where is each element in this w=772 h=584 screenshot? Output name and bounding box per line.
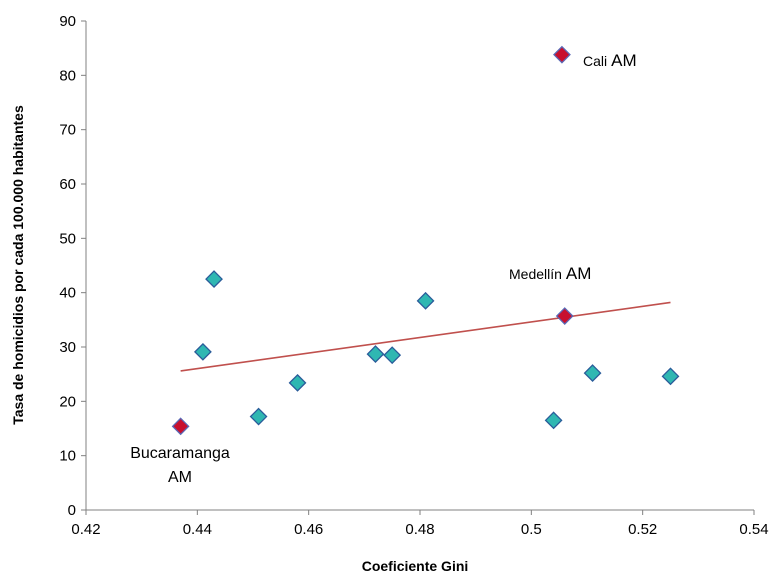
annotation-medellin-name: Medellín bbox=[509, 266, 562, 282]
annotation-cali: Cali AM bbox=[583, 51, 637, 70]
data-point-highlight bbox=[171, 417, 190, 436]
x-tick-label: 0.42 bbox=[71, 521, 100, 538]
points-layer bbox=[171, 45, 680, 436]
y-tick-label: 30 bbox=[59, 339, 76, 356]
x-axis-title: Coeficiente Gini bbox=[362, 558, 469, 574]
axes: 0 10 20 30 40 50 60 70 80 90 0.42 0.44 0.46 0.48 0.5 0.… bbox=[59, 13, 768, 538]
x-tick-label: 0.48 bbox=[405, 521, 434, 538]
data-point bbox=[661, 367, 680, 386]
annotation-bucaramanga-line2: AM bbox=[168, 469, 192, 486]
data-point bbox=[416, 291, 435, 310]
trendline bbox=[180, 301, 671, 372]
data-point-highlight bbox=[553, 45, 571, 64]
annotation-cali-name: Cali bbox=[583, 53, 607, 69]
trendline-layer bbox=[180, 301, 671, 372]
annotation-medellin: Medellín AM bbox=[509, 264, 591, 283]
data-point bbox=[383, 346, 402, 365]
y-tick-label: 0 bbox=[68, 502, 76, 519]
data-point-highlight bbox=[555, 307, 574, 325]
y-tick-label: 70 bbox=[59, 122, 76, 139]
x-tick-label: 0.52 bbox=[628, 521, 657, 538]
y-axis-title: Tasa de homicidios por cada 100.000 habi… bbox=[10, 105, 26, 425]
y-tick-label: 90 bbox=[59, 13, 76, 30]
x-tick-label: 0.5 bbox=[521, 521, 542, 538]
y-tick-label: 10 bbox=[59, 448, 76, 465]
data-point bbox=[288, 373, 307, 392]
x-tick-label: 0.46 bbox=[294, 521, 323, 538]
annotation-cali-suffix: AM bbox=[611, 51, 637, 70]
labels-layer: Coeficiente Gini Tasa de homicidios por … bbox=[10, 51, 637, 574]
y-tick-label: 20 bbox=[59, 393, 76, 410]
y-tick-label: 80 bbox=[59, 67, 76, 84]
annotation-medellin-suffix: AM bbox=[566, 264, 592, 283]
data-point bbox=[205, 270, 223, 289]
x-tick-label: 0.54 bbox=[739, 521, 768, 538]
data-point bbox=[583, 364, 602, 382]
data-point bbox=[249, 407, 268, 426]
x-tick-label: 0.44 bbox=[183, 521, 212, 538]
data-point bbox=[366, 345, 385, 363]
annotation-bucaramanga-line1: Bucaramanga bbox=[130, 445, 230, 462]
data-point bbox=[544, 411, 563, 430]
y-tick-label: 50 bbox=[59, 230, 76, 247]
data-point bbox=[193, 342, 212, 361]
y-tick-label: 60 bbox=[59, 176, 76, 193]
y-tick-label: 40 bbox=[59, 285, 76, 302]
